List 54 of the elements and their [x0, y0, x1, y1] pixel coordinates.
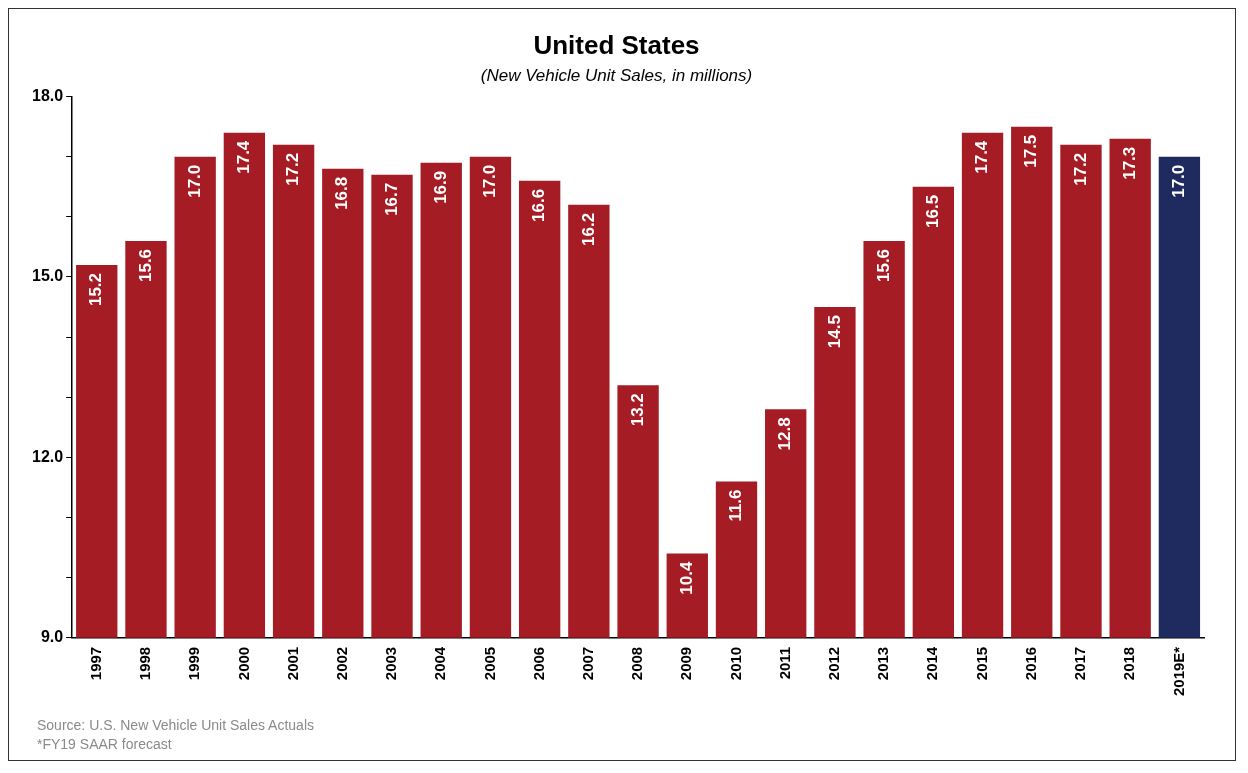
data-label: 10.4: [676, 561, 696, 595]
data-label: 15.6: [135, 248, 155, 283]
y-tick-label: 12.0: [32, 447, 64, 465]
chart-title: United States: [533, 29, 700, 60]
x-tick-label: 1997: [86, 646, 104, 681]
data-label: 16.8: [332, 176, 352, 210]
data-label: 17.0: [480, 164, 500, 198]
data-label: 17.0: [1169, 164, 1189, 198]
data-label: 11.6: [726, 489, 746, 522]
x-tick-label: 2002: [332, 646, 350, 681]
x-tick-label: 2010: [726, 646, 744, 681]
data-label: 17.5: [1021, 134, 1041, 168]
data-label: 16.5: [923, 194, 943, 228]
data-label: 13.2: [627, 393, 647, 427]
data-label: 16.7: [381, 182, 401, 216]
data-label: 16.9: [430, 170, 450, 204]
x-tick-label: 2004: [431, 646, 449, 681]
x-tick-label: 1999: [185, 646, 203, 681]
x-tick-label: 2016: [1021, 646, 1039, 681]
y-tick-label: 18.0: [32, 87, 64, 105]
data-label: 17.2: [283, 152, 303, 186]
data-label: 17.4: [234, 140, 254, 174]
data-label: 17.4: [972, 140, 992, 174]
x-tick-label: 2007: [579, 646, 596, 681]
x-tick-label: 2005: [480, 646, 498, 681]
x-tick-label: 2001: [283, 646, 301, 681]
x-tick-label: 2019E*: [1169, 646, 1187, 697]
source-note: Source: U.S. New Vehicle Unit Sales Actuals: [37, 717, 315, 733]
x-tick-label: 2003: [382, 646, 400, 681]
x-tick-label: 2008: [628, 646, 646, 681]
x-tick-label: 1998: [136, 646, 154, 681]
x-tick-label: 2006: [529, 646, 547, 681]
x-tick-label: 2018: [1120, 646, 1138, 681]
x-tick-label: 2012: [825, 646, 843, 681]
y-tick-label: 15.0: [32, 267, 64, 285]
x-tick-label: 2014: [923, 646, 941, 681]
x-tick-label: 2015: [972, 646, 990, 681]
data-label: 17.0: [184, 164, 204, 198]
x-tick-label: 2011: [775, 646, 793, 680]
data-label: 17.3: [1119, 146, 1139, 180]
data-label: 16.6: [529, 188, 549, 222]
data-label: 12.8: [775, 417, 795, 451]
data-label: 16.2: [578, 212, 598, 246]
x-tick-label: 2013: [874, 646, 892, 681]
data-label: 14.5: [824, 315, 844, 349]
x-tick-label: 2009: [677, 646, 695, 681]
x-tick-label: 2017: [1071, 646, 1089, 681]
data-label: 15.2: [86, 272, 106, 307]
text: *FY19 SAAR forecast: [37, 736, 172, 752]
y-tick-label: 9.0: [40, 628, 64, 646]
data-label: 15.6: [873, 248, 893, 283]
data-label: 17.2: [1070, 152, 1090, 186]
x-tick-label: 2000: [234, 646, 252, 681]
chart-subtitle: (New Vehicle Unit Sales, in millions): [480, 66, 753, 86]
